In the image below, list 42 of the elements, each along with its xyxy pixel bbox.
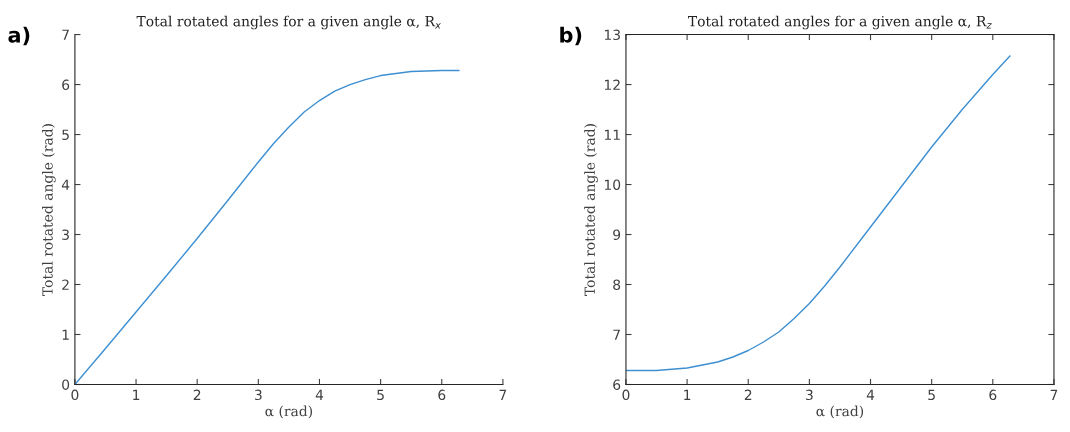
y-tick-label: 7: [62, 29, 69, 40]
y-tick-label: 10: [604, 179, 621, 190]
x-tick-label: 6: [989, 389, 997, 401]
text: b): [560, 26, 582, 46]
y-tick-label: 3: [62, 229, 69, 240]
x-tick-label: 2: [193, 389, 201, 400]
x-tick-label: 3: [806, 389, 813, 401]
y-tick-label: 1: [62, 329, 69, 340]
chart-title: Total rotated angles for a given angle α, R$_{z}$: [688, 15, 992, 30]
line-series: [74, 69, 460, 385]
x-tick-label: 4: [866, 389, 875, 400]
y-tick-label: 7: [613, 329, 620, 340]
y-tick-label: 4: [61, 179, 70, 190]
text: a): [8, 26, 30, 46]
y-tick-label: 13: [604, 29, 620, 41]
y-tick-label: 6: [613, 379, 621, 390]
x-tick-label: 2: [744, 389, 752, 400]
y-axis-title: Total rotated angle (rad): [42, 124, 56, 296]
x-tick-label: 0: [71, 389, 79, 401]
chart-title: Total rotated angles for a given angle α, R$_{x}$: [136, 15, 441, 30]
y-tick-label: 9: [613, 229, 621, 240]
x-tick-label: 0: [622, 389, 630, 401]
x-tick-label: 6: [438, 389, 446, 401]
y-tick-label: 11: [604, 129, 620, 140]
y-tick-label: 0: [62, 379, 70, 390]
x-tick-label: 1: [133, 389, 140, 400]
y-axis-title: Total rotated angle (rad): [584, 124, 598, 296]
x-tick-label: 4: [315, 389, 324, 400]
x-tick-label: 7: [499, 389, 507, 400]
x-axis-title: α (rad): [816, 405, 864, 419]
line-series: [625, 55, 1011, 372]
x-tick-label: 3: [254, 389, 262, 401]
y-tick-label: 5: [62, 129, 69, 141]
y-tick-label: 6: [62, 79, 70, 91]
y-tick-label: 2: [62, 279, 69, 290]
y-tick-label: 12: [604, 79, 620, 90]
x-tick-label: 7: [1050, 389, 1058, 400]
x-tick-label: 5: [377, 389, 384, 401]
x-axis-title: α (rad): [265, 405, 313, 419]
y-tick-label: 8: [613, 279, 621, 290]
x-tick-label: 1: [684, 389, 691, 400]
x-tick-label: 5: [928, 389, 935, 401]
